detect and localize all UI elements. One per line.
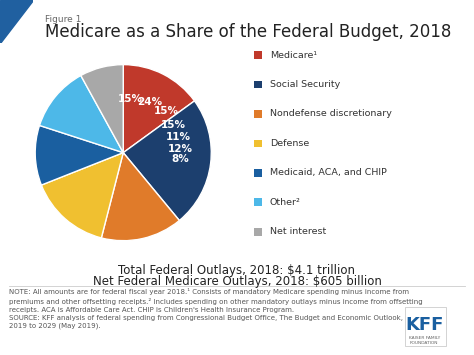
Text: Total Federal Outlays, 2018: $4.1 trillion: Total Federal Outlays, 2018: $4.1 trilli… bbox=[118, 264, 356, 278]
Text: 15%: 15% bbox=[154, 106, 179, 116]
Text: KFF: KFF bbox=[405, 316, 443, 334]
Text: 15%: 15% bbox=[161, 120, 186, 130]
Wedge shape bbox=[35, 125, 123, 185]
Text: Figure 1: Figure 1 bbox=[45, 15, 82, 24]
Text: Net interest: Net interest bbox=[270, 227, 326, 236]
Text: Medicare as a Share of the Federal Budget, 2018: Medicare as a Share of the Federal Budge… bbox=[45, 23, 451, 41]
Wedge shape bbox=[41, 153, 123, 238]
Text: 24%: 24% bbox=[137, 97, 162, 106]
Text: NOTE: All amounts are for federal fiscal year 2018.¹ Consists of mandatory Medic: NOTE: All amounts are for federal fiscal… bbox=[9, 288, 423, 329]
Text: Medicare¹: Medicare¹ bbox=[270, 50, 317, 60]
Text: 15%: 15% bbox=[118, 93, 143, 104]
Wedge shape bbox=[123, 65, 194, 153]
Polygon shape bbox=[0, 0, 33, 43]
Wedge shape bbox=[39, 76, 123, 153]
Text: 12%: 12% bbox=[168, 144, 193, 154]
Wedge shape bbox=[101, 153, 179, 241]
Text: Nondefense discretionary: Nondefense discretionary bbox=[270, 109, 392, 119]
Wedge shape bbox=[123, 101, 211, 220]
Text: Net Federal Medicare Outlays, 2018: $605 billion: Net Federal Medicare Outlays, 2018: $605… bbox=[92, 275, 382, 288]
Text: Defense: Defense bbox=[270, 139, 309, 148]
Wedge shape bbox=[81, 65, 123, 153]
Text: Social Security: Social Security bbox=[270, 80, 340, 89]
Text: 8%: 8% bbox=[171, 154, 189, 164]
Text: KAISER FAMILY
FOUNDATION: KAISER FAMILY FOUNDATION bbox=[409, 335, 440, 345]
Text: 11%: 11% bbox=[166, 132, 191, 142]
Text: Other²: Other² bbox=[270, 198, 301, 207]
Text: Medicaid, ACA, and CHIP: Medicaid, ACA, and CHIP bbox=[270, 168, 387, 178]
